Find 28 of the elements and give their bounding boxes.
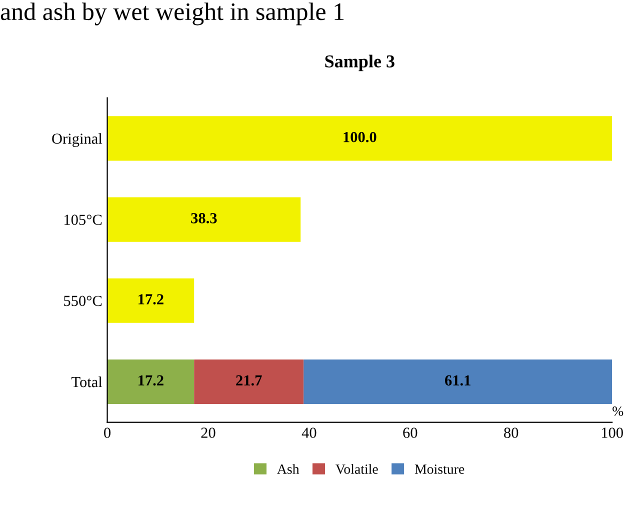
bar [107, 278, 194, 323]
legend-label: Volatile [336, 464, 378, 474]
text: % [612, 406, 624, 416]
data-label: 38.3 [191, 213, 217, 224]
chart-title: Sample 3 [325, 54, 394, 72]
bar [107, 116, 612, 161]
legend-label: Moisture [414, 464, 464, 474]
x-tick-label: 20 [201, 428, 216, 438]
x-tick-label: 100 [602, 428, 623, 438]
bar [107, 359, 194, 404]
x-tick-label: 40 [302, 428, 316, 438]
bar [194, 359, 304, 404]
y-tick-label: Original [52, 133, 102, 148]
data-label: 100.0 [344, 132, 376, 142]
text: and ash by wet weight in sample 1 [0, 2, 344, 26]
legend-label: Ash [277, 464, 300, 474]
data-label: 17.2 [138, 294, 164, 305]
y-tick-label: Total [72, 376, 102, 388]
bar [304, 359, 612, 404]
data-label: 61.1 [445, 375, 470, 386]
data-label: 17.2 [138, 375, 164, 386]
bar [107, 197, 301, 242]
x-tick-label: 60 [403, 428, 418, 438]
data-label: 21.7 [236, 375, 262, 386]
x-tick-label: 0 [104, 428, 111, 438]
y-tick-label: 105°C [64, 214, 102, 225]
x-tick-label: 80 [504, 428, 518, 438]
y-tick-label: 550°C [64, 296, 102, 306]
